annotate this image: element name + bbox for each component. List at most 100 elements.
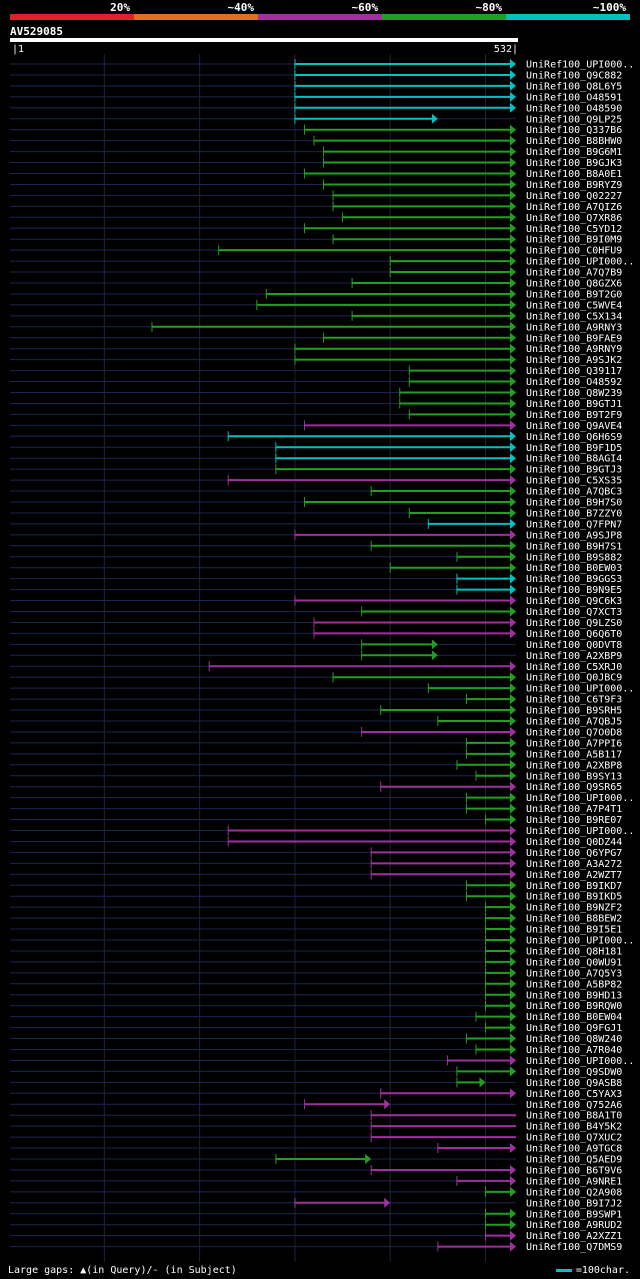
hit-arrow <box>510 1088 516 1099</box>
hit-row-70: UniRef100_UPI000.. <box>10 825 634 837</box>
hit-label: UniRef100_B9NZF2 <box>526 903 622 914</box>
hit-arrow <box>510 464 516 475</box>
hit-arrow <box>510 387 516 398</box>
hit-label: UniRef100_A7R040 <box>526 1045 622 1056</box>
hit-arrow <box>510 1164 516 1175</box>
hit-label: UniRef100_B9RE07 <box>526 815 622 826</box>
hit-rows: UniRef100_UPI000..UniRef100_Q9C882UniRef… <box>10 59 634 1253</box>
hit-label: UniRef100_A9SJP8 <box>526 530 622 541</box>
hit-row-27: UniRef100_A9SJK2 <box>10 354 622 366</box>
hit-arrow <box>510 278 516 288</box>
hit-arrow <box>510 310 516 321</box>
hit-label: UniRef100_Q9C882 <box>526 70 622 81</box>
hit-row-37: UniRef100_B9GTJ3 <box>10 464 622 476</box>
query-start-label: |1 <box>12 44 24 55</box>
hit-label: UniRef100_O48592 <box>526 377 622 388</box>
hit-arrow <box>510 661 516 672</box>
hit-row-98: UniRef100_Q7XUC2 <box>10 1132 622 1144</box>
hit-label: UniRef100_B4Y5K2 <box>526 1122 622 1133</box>
legend-label-0: 20% <box>110 1 130 14</box>
hit-row-3: UniRef100_O48591 <box>10 91 622 103</box>
hit-row-15: UniRef100_C5YD12 <box>10 223 622 235</box>
hit-label: UniRef100_Q9LZS0 <box>526 618 622 629</box>
hit-arrow <box>510 398 516 409</box>
hit-label: UniRef100_A9RUD2 <box>526 1220 622 1231</box>
hit-arrow <box>510 726 516 737</box>
hit-row-18: UniRef100_UPI000.. <box>10 256 634 268</box>
hit-arrow <box>510 781 516 792</box>
hit-label: UniRef100_A9RNY3 <box>526 322 622 333</box>
hit-arrow <box>479 1077 486 1088</box>
hit-arrow <box>510 595 516 606</box>
hit-row-53: UniRef100_Q0DVT8 <box>10 639 622 651</box>
hit-row-2: UniRef100_Q8L6Y5 <box>10 80 622 92</box>
hit-arrow <box>431 639 438 650</box>
hit-arrow <box>510 716 516 726</box>
hit-row-74: UniRef100_A2WZT7 <box>10 869 622 881</box>
hit-row-83: UniRef100_A7Q5Y3 <box>10 967 622 979</box>
hit-row-56: UniRef100_Q0JBC9 <box>10 672 622 684</box>
hit-label: UniRef100_B9GTJ1 <box>526 399 622 410</box>
hit-arrow <box>510 858 516 869</box>
hit-label: UniRef100_B9I0M9 <box>526 235 622 246</box>
hit-label: UniRef100_B9S882 <box>526 552 622 563</box>
hit-row-105: UniRef100_B9SWP1 <box>10 1208 622 1220</box>
hit-arrow <box>510 80 516 91</box>
hit-arrow <box>510 486 516 497</box>
hit-row-65: UniRef100_B9SY13 <box>10 770 622 782</box>
hit-label: UniRef100_O48591 <box>526 92 622 103</box>
hit-arrow <box>510 683 516 694</box>
hit-label: UniRef100_B6T9V6 <box>526 1165 622 1176</box>
hit-row-88: UniRef100_Q9FGJ1 <box>10 1022 622 1034</box>
hit-arrow <box>510 212 516 223</box>
hit-arrow <box>510 1241 516 1252</box>
hit-arrow <box>510 497 516 507</box>
hit-arrow <box>510 913 516 924</box>
hit-row-62: UniRef100_A7PPI6 <box>10 737 622 749</box>
hit-arrow <box>510 880 516 891</box>
hit-label: UniRef100_B9T2G0 <box>526 289 622 300</box>
hit-arrow <box>510 420 516 431</box>
hit-label: UniRef100_A7QBC3 <box>526 487 622 498</box>
hit-label: UniRef100_B9RQW0 <box>526 1001 622 1012</box>
hit-row-48: UniRef100_B9N9E5 <box>10 584 622 596</box>
hit-arrow <box>510 442 516 453</box>
hit-row-93: UniRef100_Q9ASB8 <box>10 1077 622 1089</box>
hit-label: UniRef100_Q6Q6T0 <box>526 629 622 640</box>
hit-arrow <box>510 551 516 562</box>
hit-label: UniRef100_A2XZZ1 <box>526 1231 622 1242</box>
hit-arrow <box>510 453 516 464</box>
hit-row-106: UniRef100_A9RUD2 <box>10 1219 622 1231</box>
hit-arrow <box>510 256 516 267</box>
legend-bar-0 <box>10 14 134 20</box>
hit-label: UniRef100_C6T9F3 <box>526 695 622 706</box>
hit-arrow <box>510 1143 516 1154</box>
hit-row-42: UniRef100_Q7FPN7 <box>10 518 622 530</box>
hit-label: UniRef100_Q7DMS9 <box>526 1242 622 1253</box>
hit-label: UniRef100_B9IKD5 <box>526 892 622 903</box>
hit-arrow <box>510 201 516 212</box>
hit-label: UniRef100_B9T2F9 <box>526 410 622 421</box>
hit-row-1: UniRef100_Q9C882 <box>10 69 622 81</box>
legend-label-1: ~40% <box>228 1 255 14</box>
hit-label: UniRef100_A9RNY9 <box>526 344 622 355</box>
hit-arrow <box>510 737 516 748</box>
hit-arrow <box>510 694 516 705</box>
hit-arrow <box>510 1066 516 1077</box>
hit-row-13: UniRef100_A7QIZ6 <box>10 201 622 213</box>
hit-arrow <box>431 113 438 124</box>
hit-row-4: UniRef100_O48590 <box>10 102 622 114</box>
hit-row-9: UniRef100_B9GJK3 <box>10 157 622 169</box>
hit-arrow <box>510 267 516 278</box>
hit-row-24: UniRef100_A9RNY3 <box>10 321 622 333</box>
hit-label: UniRef100_B9IKD7 <box>526 881 622 892</box>
hit-label: UniRef100_Q7XR86 <box>526 213 622 224</box>
hit-row-7: UniRef100_B8BHW0 <box>10 135 622 147</box>
hit-arrow <box>510 705 516 716</box>
hit-label: UniRef100_C0HFU9 <box>526 246 622 257</box>
hit-row-84: UniRef100_A5BP82 <box>10 978 622 990</box>
hit-label: UniRef100_A5B117 <box>526 749 622 760</box>
hit-arrow <box>510 409 516 420</box>
hit-label: UniRef100_B9SWP1 <box>526 1209 622 1220</box>
